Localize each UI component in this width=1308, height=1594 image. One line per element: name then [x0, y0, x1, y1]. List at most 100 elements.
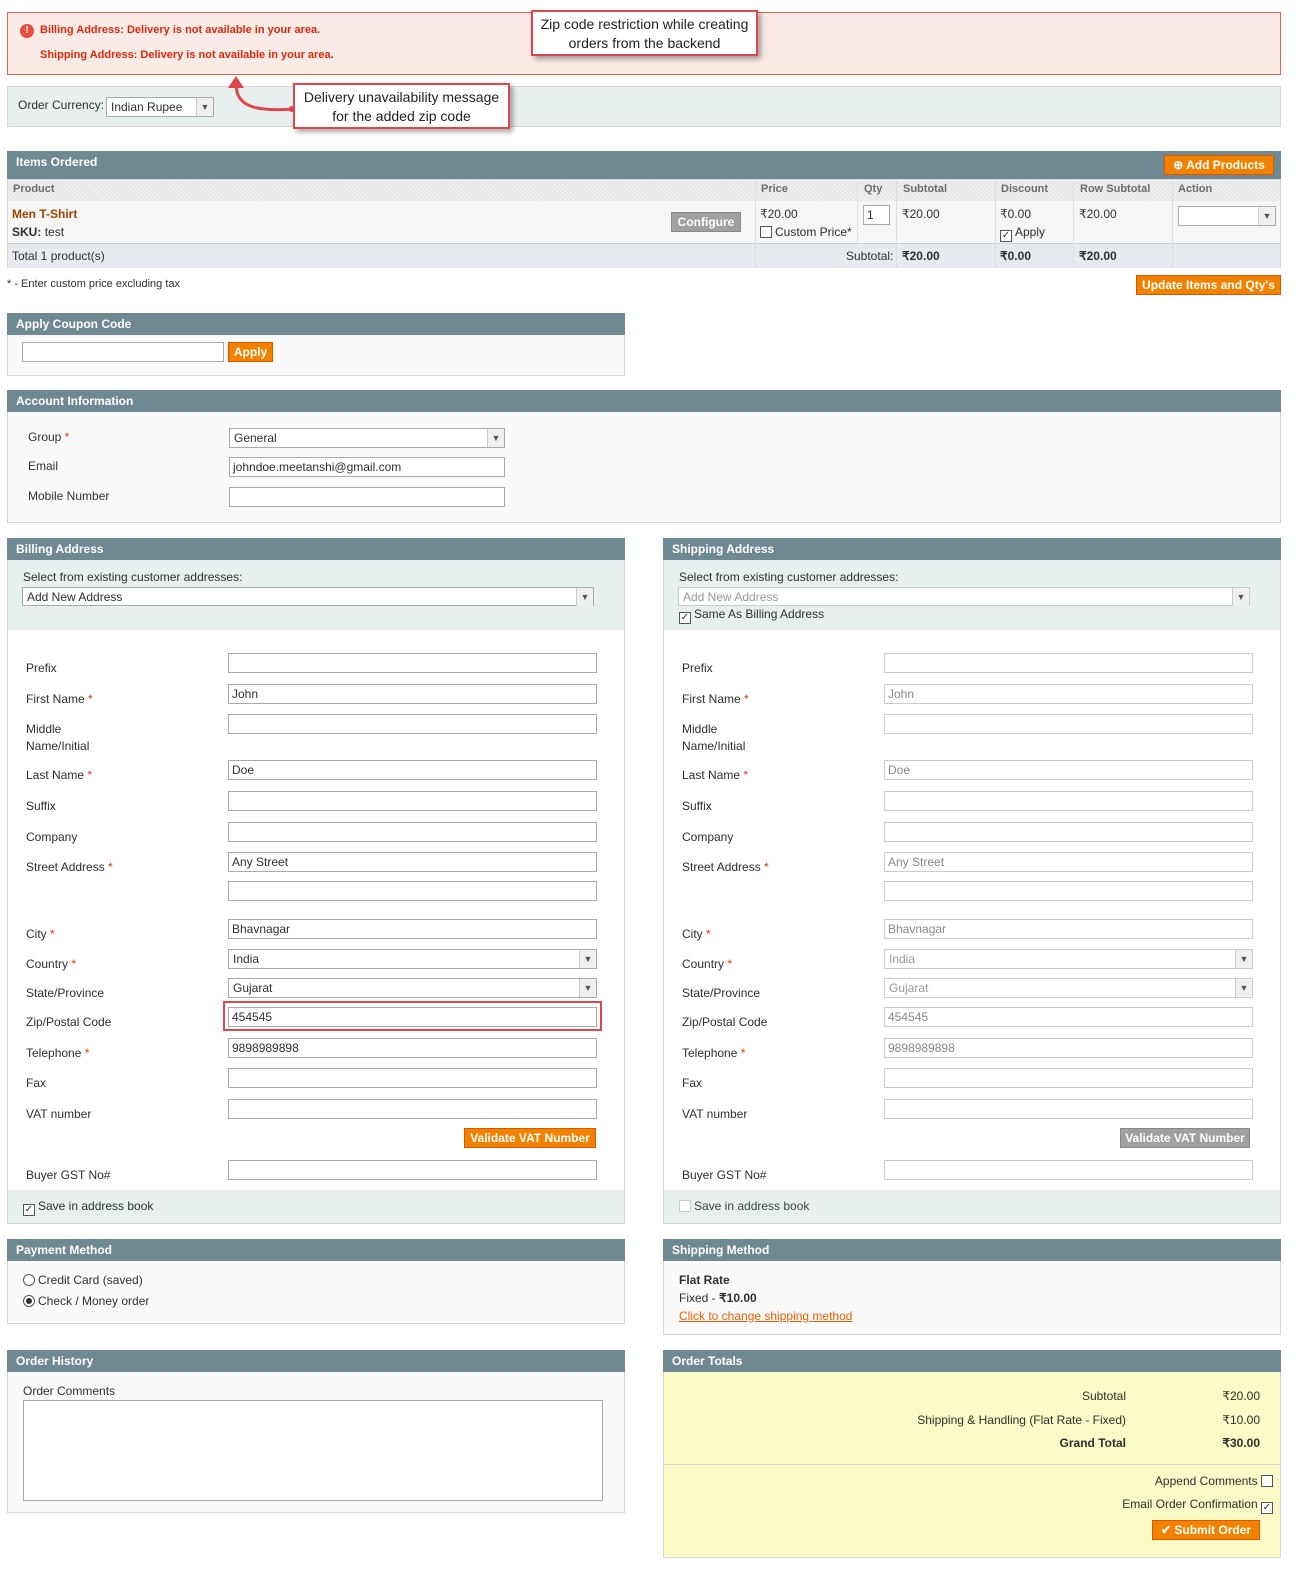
field-value: 454545	[232, 1010, 273, 1024]
shipping-last-name-input[interactable]: Doe	[884, 760, 1253, 780]
shipping-vat-number-input[interactable]	[884, 1099, 1253, 1119]
billing-first-name-input[interactable]: John	[228, 684, 597, 704]
append-comments-checkbox[interactable]: Append Comments	[1155, 1474, 1276, 1488]
billing-field-label: Buyer GST No#	[26, 1167, 206, 1184]
shipping-fax-input[interactable]	[884, 1068, 1253, 1088]
billing-select-value: Add New Address	[27, 590, 123, 604]
shipping-field-label: Fax	[682, 1075, 862, 1092]
field-value: Any Street	[888, 855, 945, 869]
shipping-street-line-2-input[interactable]	[884, 881, 1253, 901]
billing-zip-postal-code-input[interactable]: 454545	[228, 1007, 597, 1027]
mobile-input[interactable]	[229, 487, 505, 507]
shipping-city-input[interactable]: Bhavnagar	[884, 919, 1253, 939]
group-select[interactable]: General ▼	[229, 428, 505, 448]
field-value: Bhavnagar	[232, 922, 291, 936]
shipping-first-name-input[interactable]: John	[884, 684, 1253, 704]
shipping-validate-vat-button[interactable]: Validate VAT Number	[1120, 1128, 1250, 1148]
mobile-label: Mobile Number	[28, 489, 110, 503]
field-label-text: Suffix	[26, 799, 56, 813]
billing-buyer-gst-no--input[interactable]	[228, 1160, 597, 1180]
billing-street-address-input[interactable]: Any Street	[228, 852, 597, 872]
billing-street-line-2-input[interactable]	[228, 881, 597, 901]
shipping-middle-name-initial-input[interactable]	[884, 714, 1253, 734]
shipping-method-price: ₹10.00	[719, 1291, 757, 1305]
field-label-text: Buyer GST No#	[682, 1168, 767, 1182]
shipping-prefix-input[interactable]	[884, 653, 1253, 673]
same-as-billing-checkbox[interactable]: ✓ Same As Billing Address	[679, 607, 825, 624]
billing-middle-name-initial-input[interactable]	[228, 714, 597, 734]
chevron-down-icon: ▼	[196, 98, 213, 116]
field-value: John	[888, 687, 915, 701]
change-shipping-method-link[interactable]: Click to change shipping method	[679, 1309, 853, 1323]
custom-price-checkbox[interactable]: Custom Price*	[760, 225, 852, 239]
payment-check-money-radio[interactable]: Check / Money order	[23, 1293, 149, 1310]
order-totals-header: Order Totals	[663, 1350, 1281, 1372]
chevron-down-icon: ▼	[1258, 207, 1275, 225]
billing-address-select[interactable]: Add New Address ▼	[22, 587, 594, 606]
billing-last-name-input[interactable]: Doe	[228, 760, 597, 780]
update-items-button[interactable]: Update Items and Qty's	[1136, 275, 1281, 295]
payment-credit-card-radio[interactable]: Credit Card (saved)	[23, 1272, 143, 1289]
currency-select[interactable]: Indian Rupee ▼	[106, 97, 214, 117]
callout-delivery-message: Delivery unavailability message for the …	[293, 83, 510, 129]
shipping-state-province-select[interactable]: Gujarat ▼	[884, 978, 1253, 998]
billing-field-label: Company	[26, 829, 206, 846]
billing-save-checkbox[interactable]: ✓ Save in address book	[23, 1199, 154, 1216]
add-products-button[interactable]: ⊕ Add Products	[1164, 155, 1274, 175]
billing-suffix-input[interactable]	[228, 791, 597, 811]
shipping-zip-postal-code-input[interactable]: 454545	[884, 1007, 1253, 1027]
billing-company-input[interactable]	[228, 822, 597, 842]
billing-field-label: Prefix	[26, 660, 206, 677]
billing-fax-input[interactable]	[228, 1068, 597, 1088]
billing-country-select[interactable]: India ▼	[228, 949, 597, 969]
currency-value: Indian Rupee	[111, 100, 183, 114]
field-label-text: Telephone	[682, 1046, 738, 1060]
items-ordered-header: Items Ordered	[7, 151, 1281, 179]
shipping-method-header: Shipping Method	[663, 1239, 1281, 1261]
required-marker: *	[724, 957, 733, 971]
billing-telephone-input[interactable]: 9898989898	[228, 1038, 597, 1058]
field-value: 454545	[888, 1010, 929, 1024]
shipping-company-input[interactable]	[884, 822, 1253, 842]
submit-order-label: Submit Order	[1174, 1523, 1252, 1537]
action-select[interactable]: ▼	[1178, 206, 1276, 226]
same-as-billing-label: Same As Billing Address	[694, 607, 825, 621]
field-label-text: Company	[682, 830, 734, 844]
shipping-save-checkbox[interactable]: Save in address book	[679, 1198, 809, 1215]
order-comments-textarea[interactable]	[23, 1400, 603, 1501]
check-circle-icon: ✔	[1160, 1523, 1172, 1537]
apply-discount-checkbox[interactable]: ✓ Apply	[1000, 225, 1046, 242]
shipping-country-select[interactable]: India ▼	[884, 949, 1253, 969]
group-value: General	[234, 431, 277, 445]
custom-price-note: * - Enter custom price excluding tax	[7, 278, 181, 290]
shipping-telephone-input[interactable]: 9898989898	[884, 1038, 1253, 1058]
shipping-address-select[interactable]: Add New Address ▼	[678, 587, 1250, 606]
email-input[interactable]: johndoe.meetanshi@gmail.com	[229, 457, 505, 477]
apply-coupon-button[interactable]: Apply	[228, 342, 273, 362]
totals-shipping-label: Shipping & Handling (Flat Rate - Fixed)	[917, 1413, 1126, 1427]
billing-validate-vat-button[interactable]: Validate VAT Number	[464, 1128, 596, 1148]
qty-input[interactable]: 1	[863, 205, 890, 225]
configure-button[interactable]: Configure	[671, 212, 741, 232]
billing-state-province-select[interactable]: Gujarat ▼	[228, 978, 597, 998]
shipping-buyer-gst-no--input[interactable]	[884, 1160, 1253, 1180]
item-subtotal: ₹20.00	[902, 207, 940, 221]
billing-vat-number-input[interactable]	[228, 1099, 597, 1119]
required-marker: *	[81, 1046, 90, 1060]
billing-prefix-input[interactable]	[228, 653, 597, 673]
required-marker: *	[68, 957, 77, 971]
account-box	[7, 412, 1281, 523]
email-confirmation-checkbox[interactable]: Email Order Confirmation ✓	[1122, 1497, 1273, 1514]
shipping-suffix-input[interactable]	[884, 791, 1253, 811]
group-label: Group *	[28, 430, 70, 444]
plus-icon: ⊕	[1173, 158, 1184, 172]
submit-order-button[interactable]: ✔ Submit Order	[1152, 1520, 1260, 1540]
billing-field-label: State/Province	[26, 985, 206, 1002]
billing-city-input[interactable]: Bhavnagar	[228, 919, 597, 939]
coupon-input[interactable]	[22, 342, 224, 362]
field-label-text: Fax	[26, 1076, 47, 1090]
item-row-subtotal: ₹20.00	[1079, 207, 1117, 221]
field-label-text: Zip/Postal Code	[682, 1015, 768, 1029]
field-value: John	[232, 687, 259, 701]
shipping-street-address-input[interactable]: Any Street	[884, 852, 1253, 872]
